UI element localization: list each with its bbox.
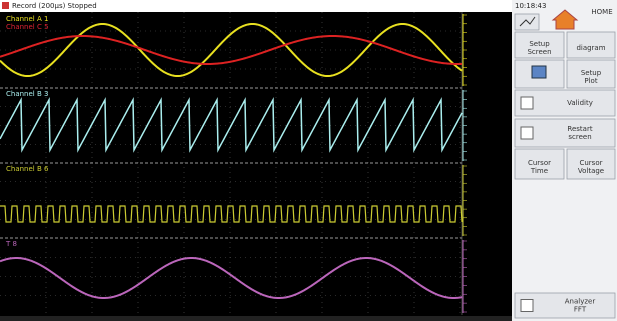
icon (520, 126, 534, 140)
status-title: Record (200µs) Stopped (12, 2, 97, 10)
view-button[interactable] (514, 13, 540, 31)
plot-area (0, 12, 512, 316)
button-label[interactable]: screen (568, 133, 591, 141)
waveform (0, 35, 463, 65)
icon (520, 96, 534, 110)
button-label[interactable]: Setup (529, 40, 550, 48)
clock: 10:18:43 (515, 2, 546, 10)
channel-label: Channel A 1 (6, 15, 48, 23)
waveforms (0, 23, 463, 300)
home-icon[interactable] (551, 9, 579, 30)
button-label[interactable]: diagram (576, 44, 605, 52)
channel-label: T 8 (5, 240, 17, 248)
grid (0, 12, 467, 315)
button-label[interactable]: Plot (584, 77, 597, 85)
channel-label: Channel B 3 (6, 90, 48, 98)
button[interactable] (566, 59, 616, 89)
waveform (0, 97, 463, 153)
channel-label: Channel B 6 (6, 165, 49, 173)
button-label[interactable]: Time (530, 167, 548, 175)
button-label[interactable]: Restart (567, 125, 592, 133)
button-label[interactable]: Screen (527, 48, 551, 56)
button[interactable] (514, 31, 565, 59)
channel-label: Channel C 5 (6, 23, 49, 31)
icon (520, 299, 534, 312)
button-label[interactable]: Cursor (579, 159, 602, 167)
waveform (0, 256, 463, 300)
button-label[interactable]: Validity (567, 99, 593, 107)
waveform (0, 205, 463, 223)
button[interactable] (566, 148, 616, 180)
home-label[interactable]: HOME (591, 8, 612, 16)
button-label[interactable]: Cursor (528, 159, 551, 167)
button-label[interactable]: Analyzer (565, 298, 596, 306)
button[interactable] (566, 31, 616, 59)
title-bar (0, 0, 512, 12)
bottom-bar (0, 316, 512, 321)
button-label[interactable]: Voltage (578, 167, 604, 175)
button[interactable] (514, 148, 565, 180)
record-icon (2, 2, 9, 9)
icon (531, 65, 547, 79)
icon (519, 16, 536, 27)
button-label[interactable]: Setup (581, 69, 602, 77)
button-label[interactable]: FFT (574, 306, 587, 314)
waveform (0, 23, 463, 77)
